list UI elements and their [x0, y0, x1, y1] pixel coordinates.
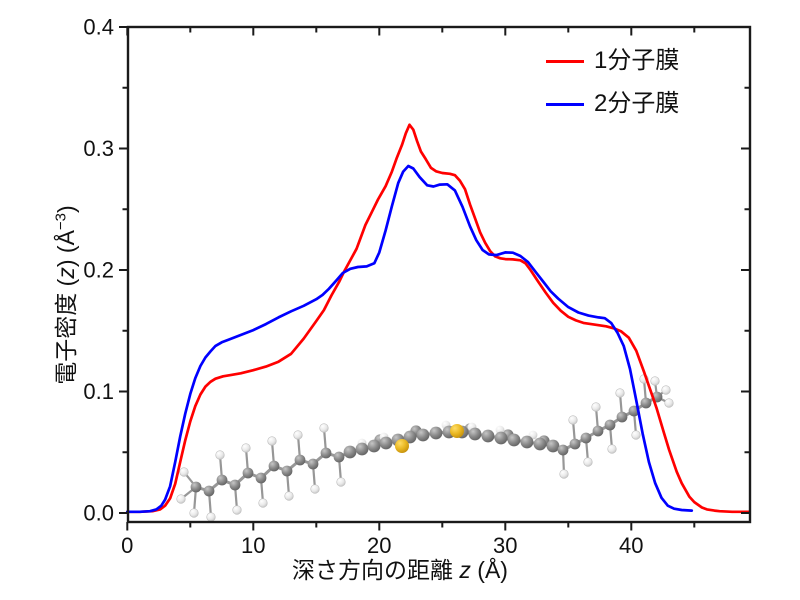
carbon-atom	[640, 397, 652, 409]
legend-label-monolayer: 1分子膜	[594, 47, 680, 74]
x-tick-label: 20	[367, 533, 391, 558]
legend-line-red	[546, 59, 584, 63]
carbon-atom	[507, 433, 521, 447]
carbon-atom	[520, 435, 534, 449]
legend: 1分子膜 2分子膜	[546, 47, 679, 118]
x-title-variable: z	[459, 557, 471, 583]
legend-line-blue	[546, 102, 584, 106]
carbon-atom	[569, 438, 581, 450]
x-title-unit: (Å)	[470, 557, 508, 583]
carbon-atom	[229, 479, 241, 491]
y-title-exponent: −3	[52, 212, 70, 231]
carbon-atom	[320, 447, 332, 459]
carbon-atom	[333, 451, 345, 463]
carbon-atom	[242, 467, 254, 479]
hydrogen-atom	[232, 505, 242, 515]
hydrogen-atom	[591, 402, 601, 412]
hydrogen-atom	[607, 444, 617, 454]
x-axis-title: 深さ方向の距離 z (Å)	[292, 551, 508, 585]
carbon-atom	[379, 436, 393, 450]
carbon-atom	[367, 439, 381, 453]
legend-label-bilayer: 2分子膜	[594, 90, 680, 117]
sulfur-atom	[395, 439, 409, 453]
carbon-atom	[533, 437, 547, 451]
carbon-atom	[580, 432, 592, 444]
y-title-unit: ) (Å	[53, 230, 79, 268]
hydrogen-atom	[568, 415, 578, 425]
hydrogen-atom	[293, 430, 303, 440]
x-tick-label: 0	[121, 533, 133, 558]
y-title-text: 電子密度 (	[53, 278, 79, 385]
carbon-atom	[403, 430, 417, 444]
carbon-atom	[429, 426, 443, 440]
y-title-variable: z	[53, 267, 79, 279]
hydrogen-atom	[176, 494, 186, 504]
x-title-text: 深さ方向の距離	[292, 557, 460, 583]
hydrogen-atom	[631, 430, 641, 440]
y-tick-label: 0.3	[83, 136, 114, 161]
axis-ticks	[119, 26, 750, 531]
y-tick-label: 0.1	[83, 379, 114, 404]
x-tick-label: 40	[619, 533, 643, 558]
hydrogen-atom	[559, 469, 569, 479]
curves	[125, 123, 752, 514]
hydrogen-atom	[650, 376, 660, 386]
hydrogen-atom	[215, 450, 225, 460]
carbon-atom	[546, 439, 560, 453]
x-tick-label: 10	[241, 533, 265, 558]
carbon-atom	[468, 427, 482, 441]
plot-frame	[126, 25, 752, 524]
hydrogen-atom	[615, 388, 625, 398]
carbon-atom	[190, 481, 202, 493]
hydrogen-atom	[258, 498, 268, 508]
carbon-atom	[255, 472, 267, 484]
x-tick-label: 30	[493, 533, 517, 558]
carbon-atom	[281, 465, 293, 477]
carbon-atom	[481, 429, 495, 443]
legend-item-monolayer: 1分子膜	[546, 47, 679, 75]
carbon-atom	[268, 460, 280, 472]
hydrogen-atom	[310, 484, 320, 494]
y-tick-label: 0.4	[83, 15, 114, 40]
hydrogen-atom	[664, 398, 674, 408]
carbon-atom	[294, 454, 306, 466]
carbon-atom	[343, 445, 357, 459]
y-tick-label: 0.0	[83, 501, 114, 526]
carbon-atom	[416, 428, 430, 442]
hydrogen-atom	[319, 423, 329, 433]
curve-2-bilayer	[125, 164, 694, 514]
carbon-atom	[592, 425, 604, 437]
molecule-illustration	[176, 374, 674, 522]
hydrogen-atom	[267, 436, 277, 446]
y-axis-title: 電子密度 (z) (Å−3)	[47, 205, 81, 384]
curve-1-monolayer	[125, 123, 752, 514]
carbon-atom	[604, 419, 616, 431]
hydrogen-atom	[206, 512, 216, 522]
hydrogen-atom	[661, 385, 671, 395]
hydrogen-atom	[284, 491, 294, 501]
plot-frame-border	[126, 25, 752, 524]
carbon-atom	[203, 485, 215, 497]
carbon-atom	[616, 411, 628, 423]
hydrogen-atom	[241, 443, 251, 453]
hydrogen-atom	[583, 457, 593, 467]
hydrogen-atom	[189, 508, 199, 518]
legend-item-bilayer: 2分子膜	[546, 90, 679, 118]
hydrogen-atom	[179, 467, 189, 477]
sulfur-atom	[450, 424, 464, 438]
y-tick-label: 0.2	[83, 258, 114, 283]
carbon-atom	[307, 458, 319, 470]
carbon-atom	[494, 431, 508, 445]
y-title-unit-end: )	[53, 205, 79, 213]
carbon-atom	[216, 474, 228, 486]
axis-tick-labels: 0 10 20 30 40 0.0 0.1 0.2 0.3 0.4	[83, 15, 643, 559]
carbon-atom	[355, 442, 369, 456]
carbon-atom	[557, 444, 569, 456]
hydrogen-atom	[336, 477, 346, 487]
